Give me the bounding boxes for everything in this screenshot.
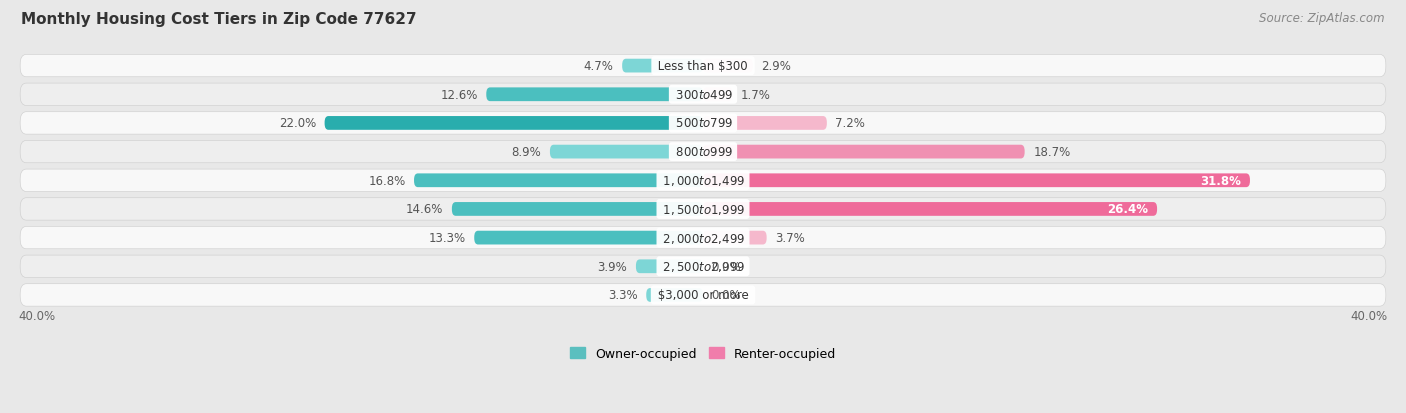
FancyBboxPatch shape: [647, 288, 703, 302]
FancyBboxPatch shape: [325, 117, 703, 131]
Text: 3.3%: 3.3%: [607, 289, 638, 302]
FancyBboxPatch shape: [20, 141, 1386, 164]
FancyBboxPatch shape: [550, 145, 703, 159]
Text: 31.8%: 31.8%: [1201, 174, 1241, 188]
FancyBboxPatch shape: [413, 174, 703, 188]
Text: 18.7%: 18.7%: [1033, 146, 1070, 159]
Legend: Owner-occupied, Renter-occupied: Owner-occupied, Renter-occupied: [569, 347, 837, 360]
Text: 8.9%: 8.9%: [512, 146, 541, 159]
FancyBboxPatch shape: [20, 55, 1386, 78]
Text: $3,000 or more: $3,000 or more: [654, 289, 752, 302]
FancyBboxPatch shape: [20, 256, 1386, 278]
FancyBboxPatch shape: [20, 112, 1386, 135]
FancyBboxPatch shape: [703, 88, 733, 102]
Text: 12.6%: 12.6%: [440, 88, 478, 102]
FancyBboxPatch shape: [20, 170, 1386, 192]
Text: $1,500 to $1,999: $1,500 to $1,999: [659, 202, 747, 216]
Text: 1.7%: 1.7%: [741, 88, 770, 102]
FancyBboxPatch shape: [703, 145, 1025, 159]
Text: $1,000 to $1,499: $1,000 to $1,499: [659, 174, 747, 188]
FancyBboxPatch shape: [703, 117, 827, 131]
Text: $2,500 to $2,999: $2,500 to $2,999: [659, 260, 747, 274]
FancyBboxPatch shape: [703, 59, 752, 73]
FancyBboxPatch shape: [474, 231, 703, 245]
Text: Monthly Housing Cost Tiers in Zip Code 77627: Monthly Housing Cost Tiers in Zip Code 7…: [21, 12, 416, 27]
FancyBboxPatch shape: [703, 231, 766, 245]
Text: 13.3%: 13.3%: [429, 232, 465, 244]
FancyBboxPatch shape: [20, 284, 1386, 306]
FancyBboxPatch shape: [703, 202, 1157, 216]
Text: 7.2%: 7.2%: [835, 117, 865, 130]
Text: $300 to $499: $300 to $499: [672, 88, 734, 102]
Text: 22.0%: 22.0%: [278, 117, 316, 130]
Text: 0.0%: 0.0%: [711, 260, 741, 273]
Text: $500 to $799: $500 to $799: [672, 117, 734, 130]
Text: 3.7%: 3.7%: [775, 232, 806, 244]
Text: 26.4%: 26.4%: [1108, 203, 1149, 216]
FancyBboxPatch shape: [486, 88, 703, 102]
FancyBboxPatch shape: [703, 174, 1250, 188]
Text: $2,000 to $2,499: $2,000 to $2,499: [659, 231, 747, 245]
FancyBboxPatch shape: [451, 202, 703, 216]
FancyBboxPatch shape: [636, 260, 703, 273]
FancyBboxPatch shape: [20, 198, 1386, 221]
Text: $800 to $999: $800 to $999: [672, 146, 734, 159]
FancyBboxPatch shape: [20, 227, 1386, 249]
Text: 3.9%: 3.9%: [598, 260, 627, 273]
FancyBboxPatch shape: [623, 59, 703, 73]
Text: 4.7%: 4.7%: [583, 60, 613, 73]
Text: 0.0%: 0.0%: [711, 289, 741, 302]
Text: 2.9%: 2.9%: [762, 60, 792, 73]
Text: Source: ZipAtlas.com: Source: ZipAtlas.com: [1260, 12, 1385, 25]
Text: 14.6%: 14.6%: [406, 203, 443, 216]
Text: 40.0%: 40.0%: [18, 309, 56, 323]
Text: Less than $300: Less than $300: [654, 60, 752, 73]
Text: 40.0%: 40.0%: [1350, 309, 1388, 323]
Text: 16.8%: 16.8%: [368, 174, 405, 188]
FancyBboxPatch shape: [20, 84, 1386, 106]
